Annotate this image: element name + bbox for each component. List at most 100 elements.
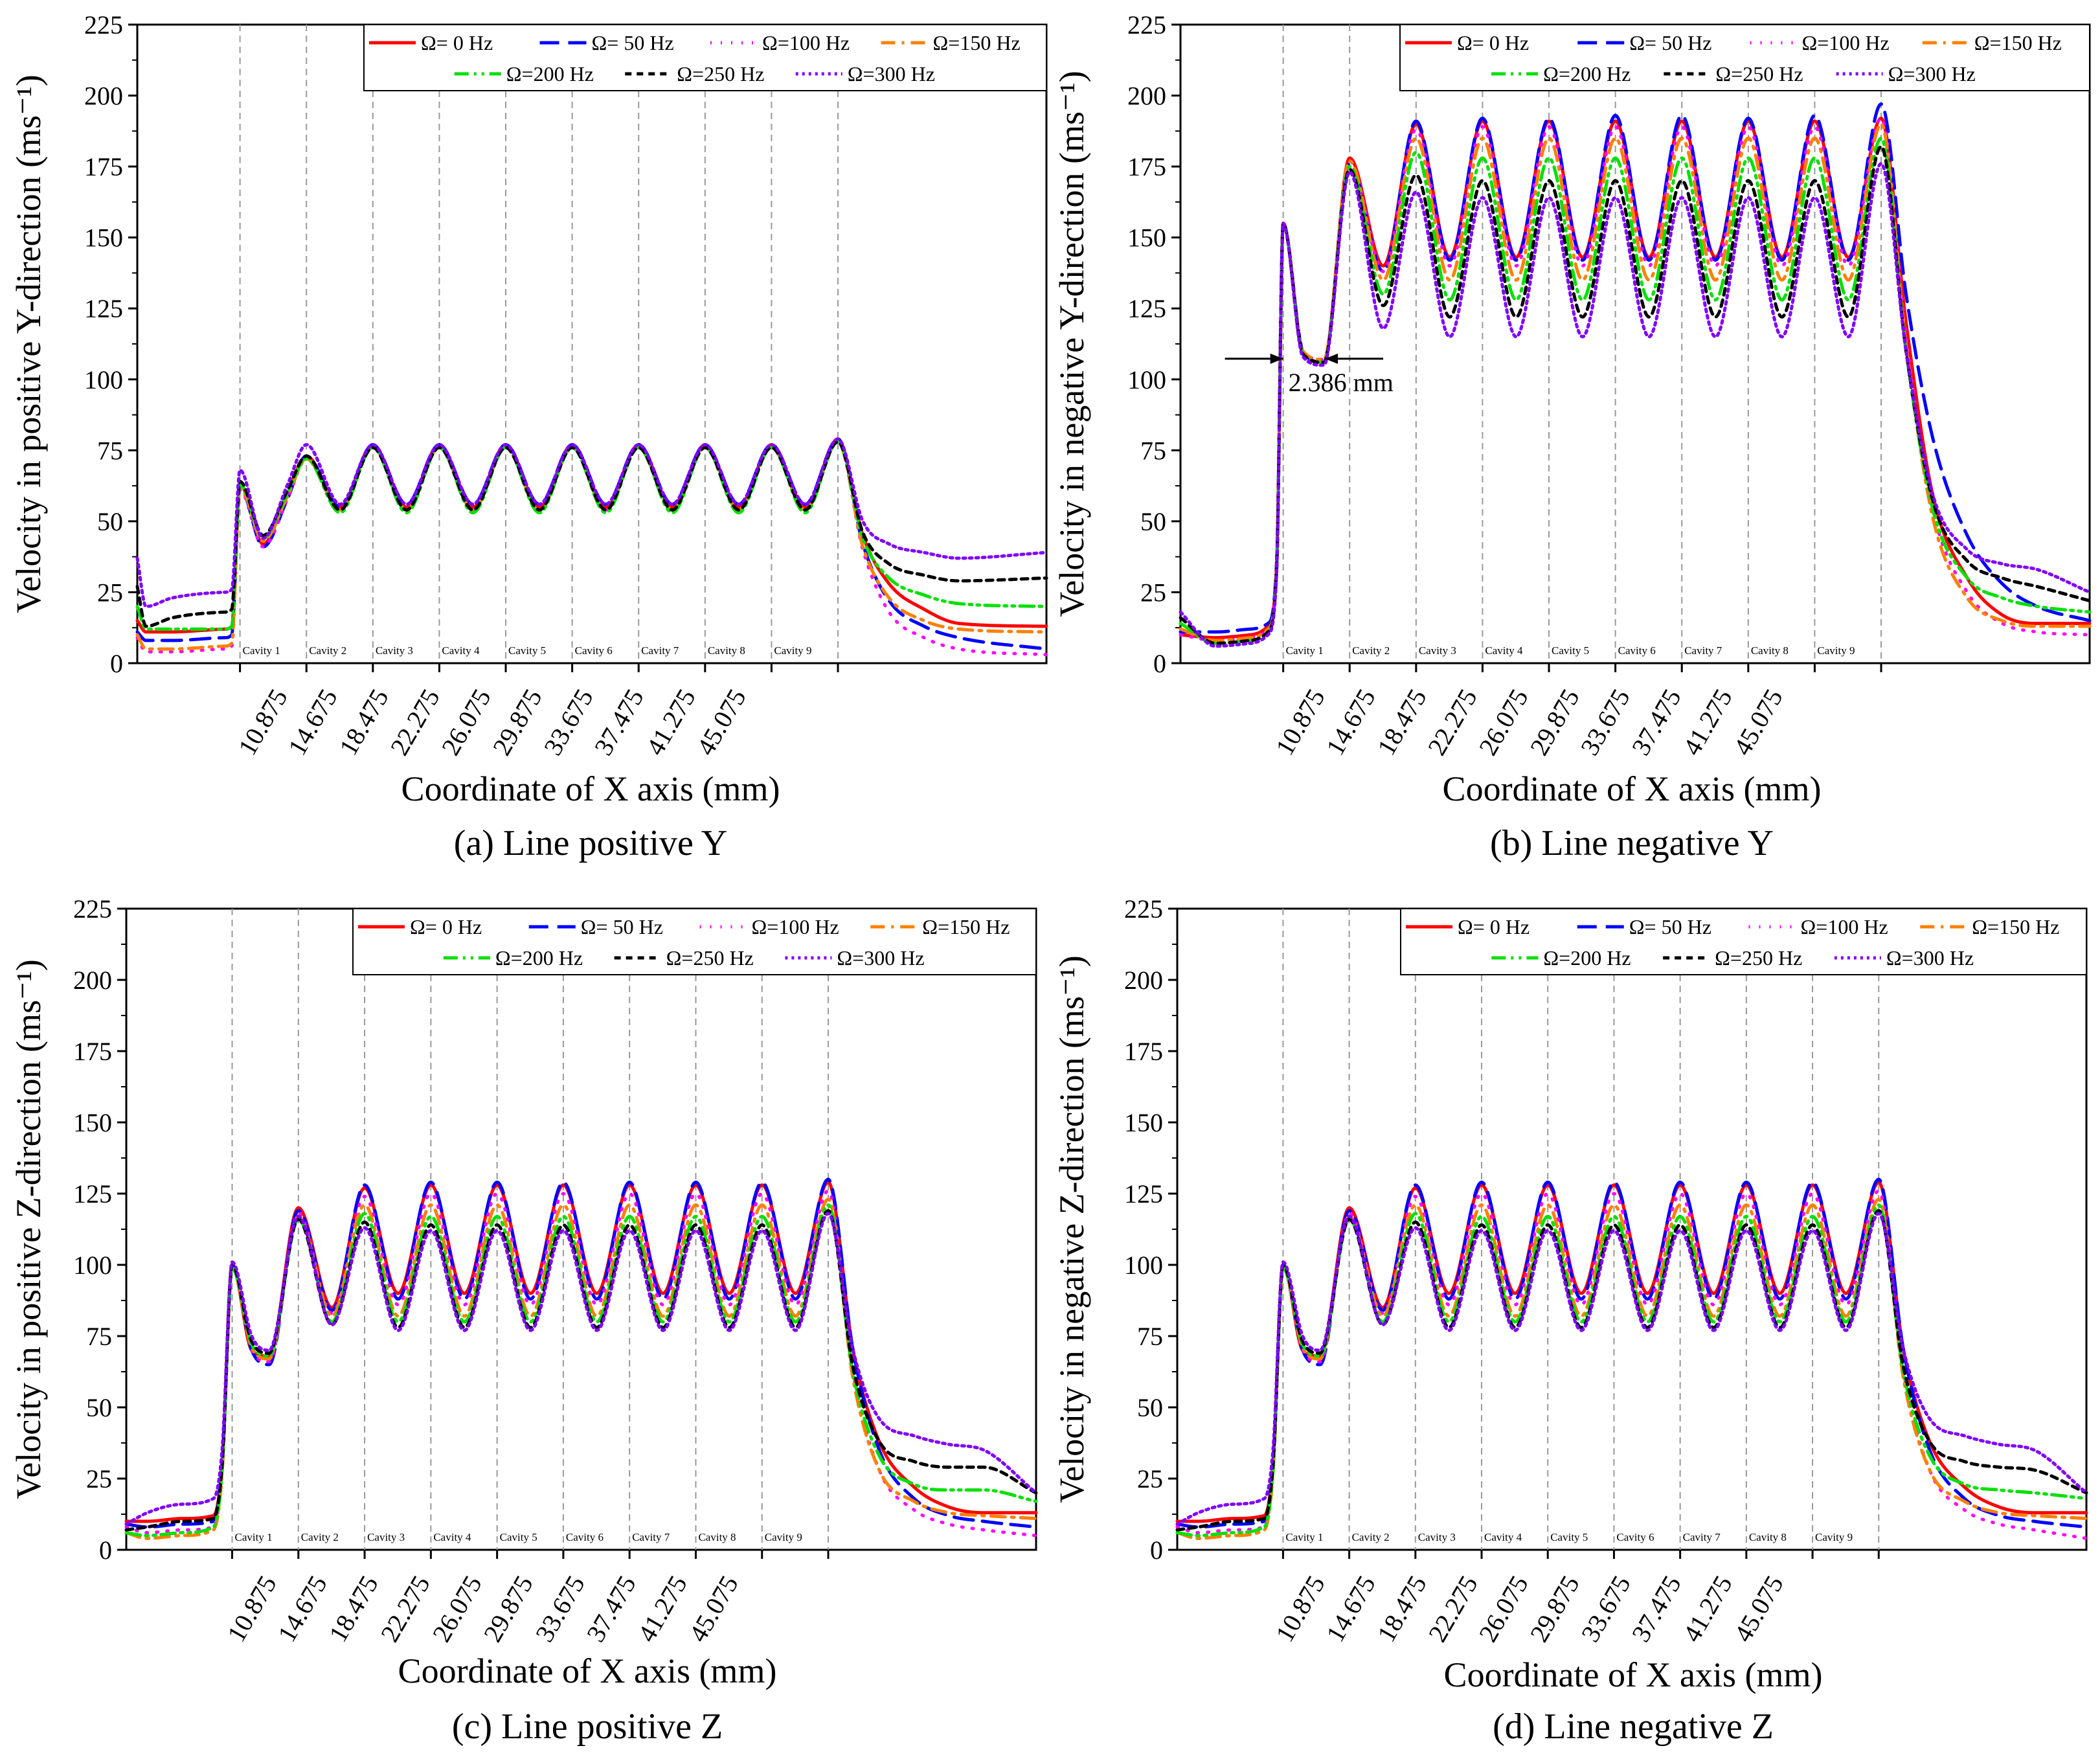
legend-label: Ω=300 Hz — [1886, 946, 1974, 970]
y-tick-label: 225 — [1124, 894, 1163, 924]
x-tick-label: 29.875 — [478, 1571, 539, 1647]
y-axis-title: Velocity in negative Z-direction (ms⁻¹) — [1052, 955, 1091, 1503]
cavity-label: Cavity 9 — [1817, 644, 1855, 657]
x-tick-label: 10.875 — [232, 684, 293, 760]
x-tick-label: 33.675 — [538, 684, 599, 760]
cavity-label: Cavity 2 — [1352, 1531, 1390, 1543]
y-tick-label: 225 — [1127, 10, 1166, 40]
y-tick-label: 125 — [73, 1179, 112, 1209]
x-tick-label: 22.275 — [385, 684, 446, 760]
x-axis-title: Coordinate of X axis (mm) — [401, 769, 780, 808]
y-tick-label: 100 — [1124, 1251, 1163, 1280]
panel-caption: (c) Line positive Z — [452, 1707, 723, 1747]
legend-label: Ω=150 Hz — [1972, 915, 2059, 938]
x-tick-label: 33.675 — [1575, 684, 1636, 760]
chart-panel-d: 10.87514.67518.47522.27526.07529.87533.6… — [1052, 894, 2088, 1747]
x-tick-label: 45.075 — [1728, 1571, 1789, 1647]
y-tick-label: 50 — [97, 507, 123, 536]
y-tick-label: 200 — [1124, 966, 1163, 995]
x-tick-label: 14.675 — [1320, 684, 1381, 760]
x-tick-label: 22.275 — [1423, 1571, 1484, 1647]
x-tick-label: 10.875 — [1270, 1571, 1331, 1647]
legend-label: Ω=100 Hz — [752, 915, 839, 938]
y-tick-label: 25 — [1137, 1464, 1163, 1493]
x-tick-label: 22.275 — [375, 1571, 436, 1647]
series-line — [1179, 162, 2092, 648]
series-line — [135, 440, 1048, 651]
cavity-label: Cavity 8 — [1751, 644, 1789, 657]
y-tick-label: 150 — [73, 1108, 112, 1137]
series-line — [135, 440, 1048, 628]
legend-label: Ω=100 Hz — [1801, 915, 1888, 938]
legend-label: Ω= 50 Hz — [581, 915, 663, 938]
cavity-label: Cavity 1 — [1285, 1531, 1323, 1543]
y-tick-label: 125 — [1124, 1179, 1163, 1209]
cavity-label: Cavity 6 — [1616, 1531, 1654, 1543]
y-tick-label: 150 — [1127, 223, 1166, 253]
legend-label: Ω=200 Hz — [506, 62, 594, 85]
y-tick-label: 200 — [1127, 82, 1166, 111]
chart-panel-c: 10.87514.67518.47522.27526.07529.87533.6… — [9, 894, 1038, 1747]
x-tick-label: 26.075 — [1473, 1571, 1534, 1647]
x-tick-label: 33.675 — [530, 1571, 591, 1647]
cavity-label: Cavity 8 — [1749, 1531, 1787, 1543]
cavity-label: Cavity 5 — [500, 1531, 537, 1543]
cavity-label: Cavity 9 — [765, 1531, 802, 1543]
cavity-label: Cavity 3 — [1418, 1531, 1456, 1543]
cavity-label: Cavity 2 — [309, 644, 346, 657]
panel-caption: (b) Line negative Y — [1490, 823, 1774, 863]
legend-label: Ω= 50 Hz — [592, 31, 674, 54]
cavity-label: Cavity 4 — [433, 1531, 471, 1543]
legend-box — [1399, 24, 2090, 91]
panel-caption: (a) Line positive Y — [454, 823, 727, 863]
x-tick-label: 26.075 — [1473, 684, 1534, 760]
cavity-label: Cavity 4 — [442, 644, 480, 657]
y-tick-label: 225 — [73, 894, 112, 924]
annotation-arrowhead — [1325, 353, 1338, 364]
cavity-label: Cavity 1 — [1286, 644, 1324, 657]
y-tick-label: 100 — [73, 1251, 112, 1280]
series-line — [135, 437, 1048, 608]
y-tick-label: 0 — [1153, 649, 1166, 678]
cavity-label: Cavity 5 — [1550, 1531, 1588, 1543]
legend-label: Ω= 50 Hz — [1629, 31, 1711, 54]
y-axis-title: Velocity in positive Z-direction (ms⁻¹) — [9, 959, 48, 1499]
legend-label: Ω=250 Hz — [1715, 946, 1802, 970]
y-tick-label: 100 — [1127, 365, 1166, 394]
series-line — [124, 1212, 1038, 1526]
x-tick-label: 14.675 — [282, 684, 343, 760]
legend-label: Ω=150 Hz — [1974, 31, 2062, 54]
cavity-label: Cavity 3 — [367, 1531, 405, 1543]
chart-panel-a: 10.87514.67518.47522.27526.07529.87533.6… — [9, 10, 1048, 863]
y-axis-title: Velocity in negative Y-direction (ms⁻¹) — [1052, 71, 1091, 617]
cavity-label: Cavity 8 — [698, 1531, 736, 1543]
y-tick-label: 50 — [86, 1393, 112, 1422]
series-line — [1175, 1209, 2088, 1532]
x-axis-title: Coordinate of X axis (mm) — [398, 1651, 777, 1690]
legend-label: Ω=250 Hz — [677, 62, 764, 85]
x-tick-label: 14.675 — [1320, 1571, 1381, 1647]
y-tick-label: 175 — [1124, 1037, 1163, 1066]
legend-label: Ω=300 Hz — [837, 946, 924, 970]
x-tick-label: 18.475 — [333, 684, 394, 760]
plot-frame — [125, 907, 1037, 1551]
x-tick-label: 18.475 — [323, 1571, 384, 1647]
x-tick-label: 33.675 — [1575, 1571, 1636, 1647]
x-tick-label: 18.475 — [1372, 1571, 1432, 1647]
cavity-label: Cavity 8 — [708, 644, 745, 657]
x-tick-label: 10.875 — [1270, 684, 1331, 760]
annotation-arrowhead — [1270, 353, 1283, 364]
legend-label: Ω=250 Hz — [1715, 62, 1803, 85]
y-tick-label: 25 — [86, 1464, 112, 1493]
x-tick-label: 41.275 — [1677, 1571, 1738, 1647]
x-tick-label: 41.275 — [1677, 684, 1738, 760]
series-line — [124, 1209, 1038, 1532]
x-tick-label: 18.475 — [1372, 684, 1432, 760]
x-tick-label: 10.875 — [221, 1571, 282, 1647]
cavity-label: Cavity 5 — [1552, 644, 1589, 657]
cavity-label: Cavity 7 — [632, 1531, 670, 1543]
legend-label: Ω=100 Hz — [1802, 31, 1890, 54]
cavity-label: Cavity 6 — [566, 1531, 604, 1543]
x-tick-label: 26.075 — [436, 684, 497, 760]
x-tick-label: 41.275 — [640, 684, 701, 760]
